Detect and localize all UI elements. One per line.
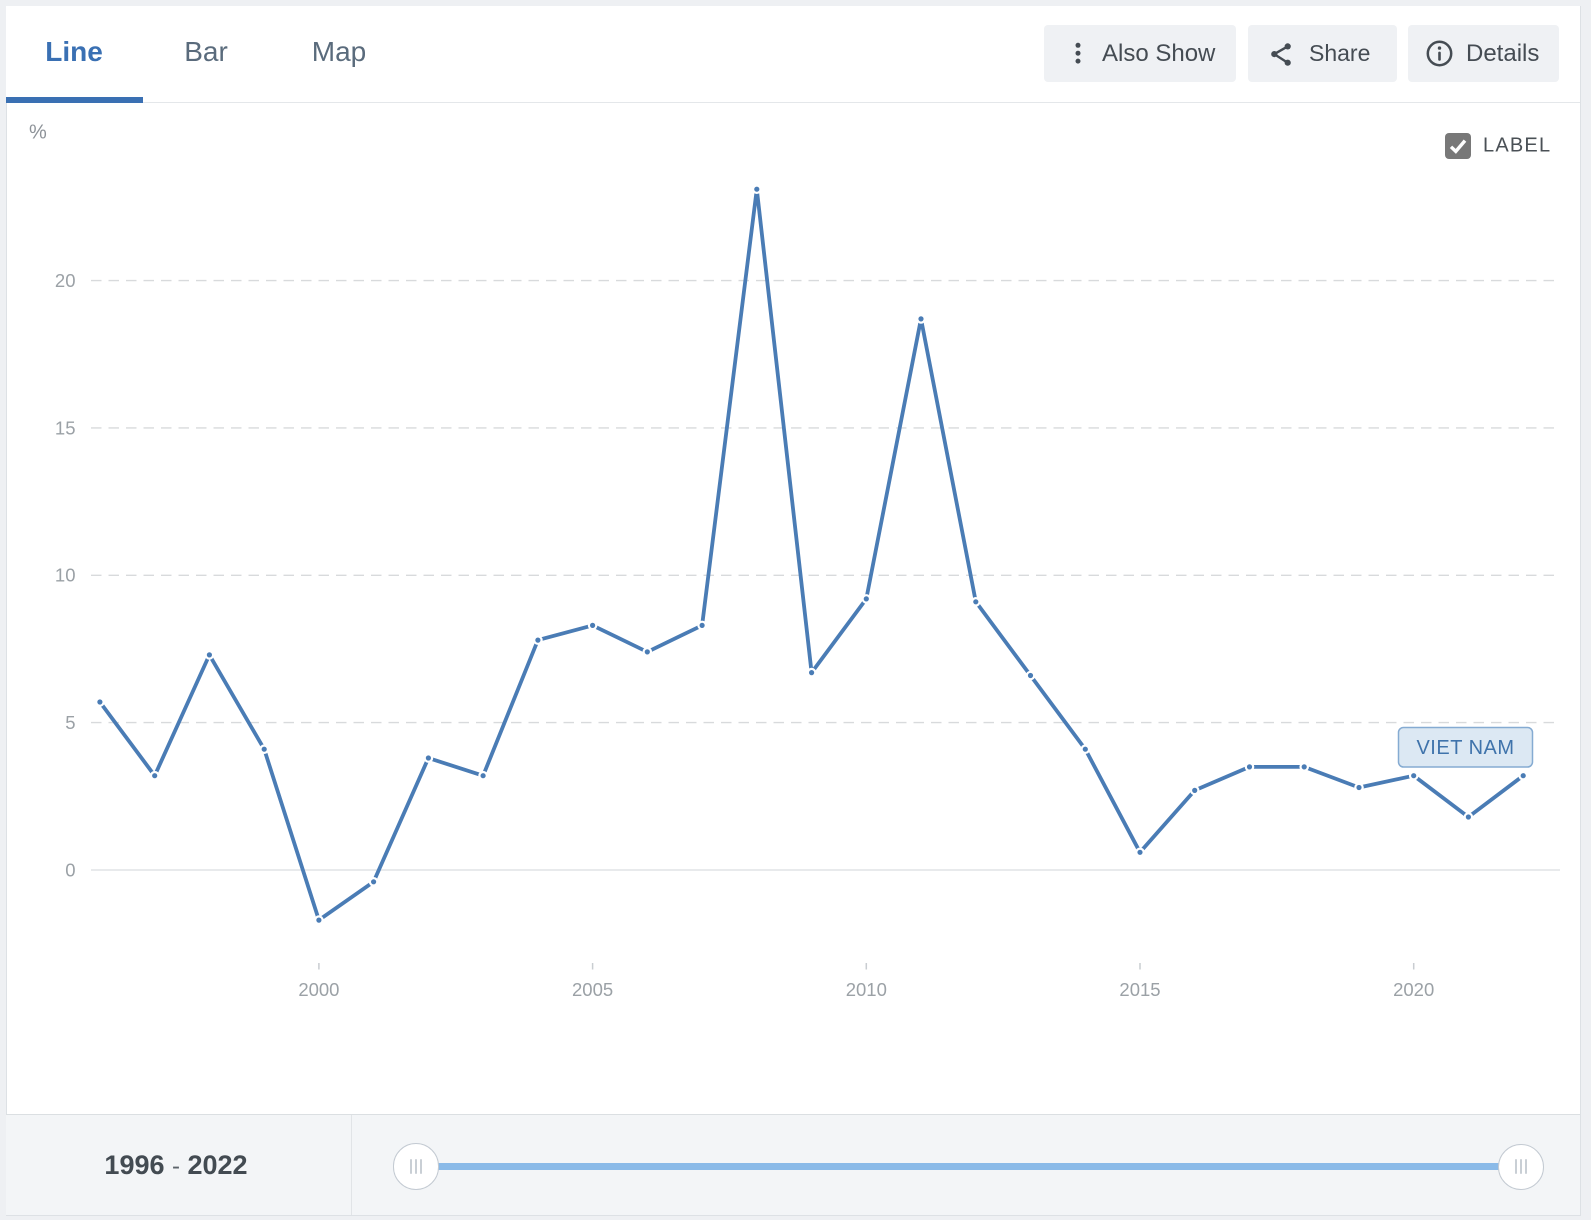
svg-text:0: 0 <box>65 859 75 880</box>
svg-text:2020: 2020 <box>1393 979 1434 1000</box>
svg-text:%: % <box>29 122 47 144</box>
svg-text:2005: 2005 <box>572 979 613 1000</box>
svg-text:15: 15 <box>55 417 76 438</box>
svg-text:20: 20 <box>55 270 76 291</box>
svg-text:2000: 2000 <box>298 979 339 1000</box>
svg-text:5: 5 <box>65 712 75 733</box>
svg-text:2015: 2015 <box>1119 979 1160 1000</box>
svg-text:VIET NAM: VIET NAM <box>1416 737 1514 759</box>
svg-text:10: 10 <box>55 565 76 586</box>
svg-text:2010: 2010 <box>846 979 887 1000</box>
